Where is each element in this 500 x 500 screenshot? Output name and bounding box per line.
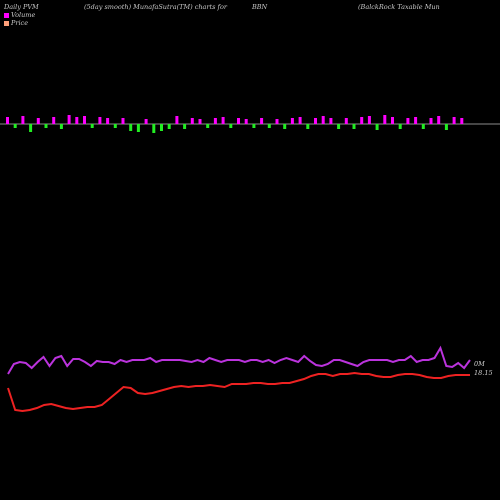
- volume-bar: [329, 118, 333, 124]
- volume-bar: [113, 124, 117, 128]
- volume-bar: [444, 124, 448, 130]
- volume-bar: [321, 116, 325, 124]
- volume-bar: [221, 117, 225, 124]
- legend-price-label: Price: [11, 19, 29, 27]
- volume-bar: [314, 118, 317, 124]
- volume-bar: [352, 124, 356, 129]
- company-name-label: (BalckRock Taxable Mun: [358, 3, 440, 11]
- volume-bar: [337, 124, 341, 129]
- pvm-line: [7, 345, 471, 375]
- legend-volume-label: Volume: [11, 11, 36, 19]
- chart-type-label: Daily PVM: [4, 3, 39, 11]
- volume-bar: [229, 124, 233, 128]
- volume-bar: [460, 118, 464, 124]
- volume-bar: [244, 119, 248, 124]
- volume-bar: [175, 116, 179, 124]
- volume-bar: [344, 118, 348, 124]
- volume-bar: [83, 116, 86, 124]
- volume-bar: [429, 118, 433, 124]
- zero-label: 0M: [474, 360, 485, 368]
- volume-bar: [129, 124, 133, 131]
- volume-bar: [206, 124, 210, 128]
- volume-bar: [75, 117, 79, 124]
- price-line: [7, 371, 470, 413]
- volume-bar: [213, 118, 217, 124]
- volume-bar: [367, 116, 371, 124]
- volume-bar: [267, 124, 271, 128]
- volume-bar: [21, 116, 25, 124]
- volume-bar: [391, 117, 394, 124]
- volume-bar: [260, 118, 264, 124]
- volume-bar: [198, 119, 202, 124]
- volume-bars: [6, 115, 464, 133]
- volume-bar: [183, 124, 187, 129]
- volume-bar: [67, 115, 71, 124]
- volume-bar: [160, 124, 163, 131]
- volume-bar: [360, 117, 364, 124]
- volume-bar: [252, 124, 256, 128]
- volume-bar: [152, 124, 156, 133]
- volume-bar: [106, 118, 110, 124]
- volume-bar: [306, 124, 310, 129]
- volume-bar: [167, 124, 171, 129]
- volume-bar: [437, 116, 441, 124]
- volume-bar: [136, 124, 140, 132]
- volume-bar: [283, 124, 287, 129]
- price-label: 18.15: [474, 369, 493, 377]
- volume-bar: [190, 118, 194, 124]
- symbol-label: BBN: [252, 3, 268, 11]
- legend-price-swatch: [4, 20, 9, 26]
- volume-bar: [121, 118, 125, 124]
- volume-bar: [383, 115, 387, 124]
- volume-bar: [290, 118, 294, 124]
- legend-volume-swatch: [4, 12, 9, 18]
- chart-source-label: (5day smooth) MunafaSutra(TM) charts for: [84, 3, 227, 11]
- volume-bar: [375, 124, 379, 130]
- volume-bar: [298, 117, 302, 124]
- volume-bar: [144, 119, 148, 124]
- volume-bar: [421, 124, 425, 129]
- volume-bar: [29, 124, 33, 132]
- volume-bar: [398, 124, 402, 129]
- volume-bar: [406, 118, 410, 124]
- legend-volume: Volume: [4, 11, 35, 19]
- volume-bar: [52, 117, 56, 124]
- volume-bar: [414, 117, 418, 124]
- volume-bar: [452, 117, 456, 124]
- volume-bar: [36, 118, 40, 124]
- volume-bar: [44, 124, 48, 128]
- volume-bar: [237, 118, 240, 124]
- volume-bar: [275, 119, 279, 124]
- volume-bar: [59, 124, 63, 129]
- volume-bar: [90, 124, 94, 128]
- legend-price: Price: [4, 19, 28, 27]
- volume-bar: [13, 124, 17, 128]
- volume-bar: [98, 117, 102, 124]
- volume-bar: [6, 117, 9, 124]
